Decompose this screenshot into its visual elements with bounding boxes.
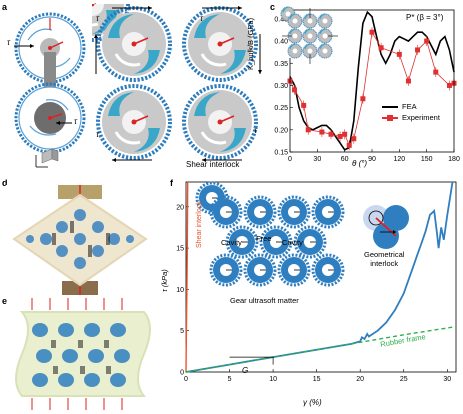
x-tick-label: 0 (288, 156, 292, 163)
y-tick-label: 10 (176, 287, 184, 294)
tau-label-b-2: τ (200, 14, 203, 23)
gear-ultrasoft-line (185, 181, 454, 373)
x-tick-label: 5 (228, 376, 232, 383)
experiment-point (319, 129, 325, 135)
y-tick-label: 0.20 (274, 127, 288, 134)
y-tick-label: 0.25 (274, 105, 288, 112)
panel-c-legend: FEA Experiment (382, 101, 440, 123)
panel-c-chart: 0 30 60 90 120 150 180 0.15 0.20 0.25 0.30 0.35 0.40… (274, 6, 460, 163)
panel-label-c: c (270, 2, 276, 12)
shear-cube-icon (35, 148, 59, 168)
panel-label-d: d (2, 178, 8, 188)
tau-label-a-bottom: τ (74, 117, 77, 126)
panel-a-gear-pair (14, 12, 86, 168)
tau-label-b-3: τ (96, 130, 99, 139)
experiment-point (305, 127, 311, 133)
experiment-point (424, 38, 430, 44)
x-tick-label: 150 (421, 156, 433, 163)
experiment-point (415, 47, 421, 53)
panel-label-e: e (2, 296, 8, 306)
y-tick-label: 0.35 (274, 61, 288, 68)
panel-f-chart: 0 5 10 15 20 25 30 0 5 10 15 20 (176, 181, 457, 383)
panel-label-f: f (170, 178, 173, 188)
experiment-point (337, 133, 343, 139)
cavity-right-label: Cavity (282, 238, 303, 247)
shear-interlock-caption: Shear interlock (186, 160, 240, 169)
y-tick-label: 0.15 (274, 150, 288, 157)
panel-c-title: P* (β = 3°) (406, 13, 444, 22)
panel-c-xlabel: θ (°) (352, 159, 368, 168)
experiment-point (292, 87, 298, 93)
panel-b-gear-grid (92, 4, 262, 162)
x-tick-label: 120 (393, 156, 405, 163)
experiment-point (405, 78, 411, 84)
shear-interlock-line (185, 181, 189, 373)
rubber-frame-line (185, 325, 457, 373)
x-tick-label: 30 (443, 376, 451, 383)
x-tick-label: 180 (448, 156, 460, 163)
tau-label-b-1: τ (96, 14, 99, 23)
panel-d-photo (6, 185, 156, 295)
panel-label-a: a (2, 2, 8, 12)
x-tick-label: 25 (400, 376, 408, 383)
experiment-point (351, 136, 357, 142)
panel-e-photo (15, 298, 151, 410)
y-tick-label: 20 (176, 204, 184, 211)
experiment-point (369, 29, 375, 35)
gear-ultrasoft-label: Gear ultrasoft matter (230, 296, 299, 305)
gear-ultrasoft-inset (195, 181, 345, 287)
y-tick-label: 0 (180, 370, 184, 377)
panel-f-xlabel: γ (%) (303, 398, 322, 407)
inset-gear-grid (280, 6, 338, 64)
y-tick-label: 0.45 (274, 16, 288, 23)
y-tick-label: 0.40 (274, 39, 288, 46)
shear-interlock-label: Shear interlock (196, 201, 203, 248)
panel-f-ylabel: τ (kPa) (160, 269, 169, 292)
geometrical-interlock-label: Geometrical interlock (364, 250, 405, 268)
y-tick-label: 15 (176, 246, 184, 253)
legend-item-fea: FEA (382, 101, 440, 112)
y-tick-label: 0.30 (274, 83, 288, 90)
x-tick-label: 15 (313, 376, 321, 383)
legend-label-fea: FEA (402, 102, 417, 111)
x-tick-label: 60 (341, 156, 349, 163)
tau-label-a-top: τ (7, 38, 10, 47)
legend-label-experiment: Experiment (402, 113, 440, 122)
x-tick-label: 90 (368, 156, 376, 163)
experiment-point (301, 102, 307, 108)
experiment-point (360, 96, 366, 102)
experiment-point (446, 82, 452, 88)
tau-label-b-4: τ (254, 126, 257, 135)
geometrical-interlock-inset (363, 205, 409, 249)
legend-swatch-fea (382, 105, 398, 108)
experiment-point (396, 51, 402, 57)
chart-f-frame (185, 181, 457, 373)
free-label: Free (256, 234, 272, 243)
experiment-point (378, 45, 384, 51)
legend-swatch-experiment (382, 114, 398, 121)
x-tick-label: 30 (313, 156, 321, 163)
panel-c-ylabel: K_bulk/B (GPa) (246, 17, 255, 70)
experiment-point (433, 69, 439, 75)
x-tick-label: 20 (356, 376, 364, 383)
experiment-point (346, 142, 352, 148)
y-tick-label: 5 (180, 328, 184, 335)
legend-item-experiment: Experiment (382, 112, 440, 123)
slope-triangle (229, 356, 274, 365)
x-tick-label: 0 (184, 376, 188, 383)
experiment-point (342, 131, 348, 137)
modulus-g-label: G (242, 366, 249, 375)
experiment-point (328, 131, 334, 137)
x-tick-label: 10 (269, 376, 277, 383)
cavity-left-label: Cavity (221, 238, 242, 247)
